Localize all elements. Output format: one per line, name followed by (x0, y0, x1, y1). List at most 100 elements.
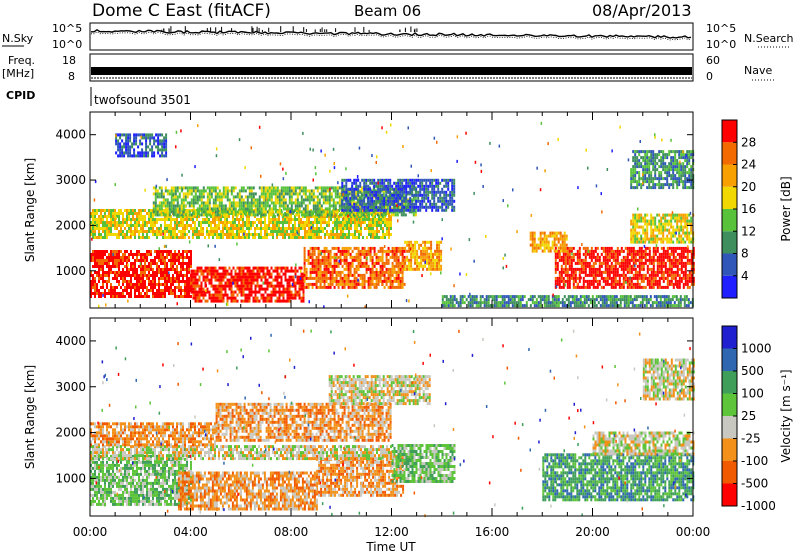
data-cell (96, 212, 98, 215)
data-cell (351, 193, 354, 197)
data-cell (166, 283, 168, 286)
data-cell (349, 273, 352, 277)
data-cell (394, 213, 397, 217)
data-cell (447, 202, 450, 206)
data-cell (182, 280, 184, 283)
data-cell (388, 221, 390, 224)
data-cell (566, 273, 569, 277)
data-cell (308, 224, 310, 227)
data-cell (332, 233, 334, 236)
data-cell (102, 265, 104, 268)
data-cell (184, 292, 186, 295)
data-cell (433, 193, 436, 197)
data-cell (160, 283, 162, 286)
data-cell (378, 212, 380, 215)
data-cell (110, 224, 112, 227)
data-cell (375, 267, 378, 271)
data-cell (375, 258, 378, 262)
data-cell (353, 196, 356, 200)
data-cell (218, 195, 221, 199)
data-cell (582, 276, 585, 280)
data-cell (323, 258, 326, 262)
data-cell (447, 193, 450, 197)
data-cell (268, 195, 271, 199)
data-cell (234, 272, 237, 276)
data-cell (427, 190, 430, 194)
data-cell (353, 181, 356, 185)
data-cell (198, 213, 201, 217)
data-cell (316, 189, 319, 193)
data-cell (322, 186, 325, 190)
data-cell (142, 271, 144, 274)
data-cell (391, 196, 394, 200)
data-cell (381, 196, 384, 200)
data-cell (367, 282, 370, 286)
data-cell (296, 290, 299, 294)
data-cell (349, 246, 352, 250)
data-cell (192, 278, 195, 282)
data-cell (451, 196, 454, 200)
data-cell (156, 233, 158, 236)
data-cell (420, 258, 423, 262)
data-cell (254, 299, 257, 303)
data-cell (331, 264, 334, 268)
data-cell (170, 250, 172, 253)
data-cell (592, 255, 595, 259)
data-cell (168, 213, 171, 217)
data-cell (232, 275, 235, 279)
data-cell (162, 283, 164, 286)
data-cell (244, 281, 247, 285)
data-cell (318, 210, 321, 214)
data-cell (606, 279, 609, 283)
data-cell (381, 273, 384, 277)
data-cell (230, 290, 233, 294)
data-cell (192, 284, 195, 288)
data-cell (408, 243, 411, 247)
data-cell (428, 264, 431, 268)
data-cell (417, 196, 420, 200)
data-cell (156, 189, 159, 193)
data-cell (324, 186, 327, 190)
data-cell (594, 246, 597, 250)
data-cell (194, 186, 197, 190)
data-cell (282, 293, 285, 297)
data-cell (240, 215, 242, 218)
data-cell (428, 258, 431, 262)
data-cell (421, 205, 424, 209)
data-cell (204, 210, 207, 214)
data-cell (132, 233, 134, 236)
data-cell (98, 268, 100, 271)
data-cell (383, 202, 386, 206)
data-cell (424, 240, 427, 244)
data-cell (427, 193, 430, 197)
data-cell (214, 230, 216, 233)
data-cell (385, 252, 388, 256)
data-cell (411, 202, 414, 206)
data-cell (172, 274, 174, 277)
data-cell (298, 236, 300, 239)
data-cell (100, 265, 102, 268)
data-cell (272, 290, 275, 294)
data-cell (361, 252, 364, 256)
data-cell (224, 293, 227, 297)
data-cell (304, 198, 307, 202)
data-cell (393, 196, 396, 200)
data-cell (389, 282, 392, 286)
data-cell (92, 280, 94, 283)
data-cell (214, 227, 216, 230)
data-cell (369, 181, 372, 185)
data-cell (148, 283, 150, 286)
data-cell (128, 209, 130, 212)
data-cell (397, 196, 400, 200)
data-cell (385, 276, 388, 280)
data-cell (180, 289, 182, 292)
data-cell (106, 233, 108, 236)
data-cell (296, 198, 299, 202)
data-cell (206, 221, 208, 224)
data-cell (242, 272, 245, 276)
data-cell (276, 269, 279, 273)
data-cell (94, 250, 96, 253)
data-cell (314, 201, 317, 205)
data-cell (426, 255, 429, 259)
data-cell (162, 230, 164, 233)
